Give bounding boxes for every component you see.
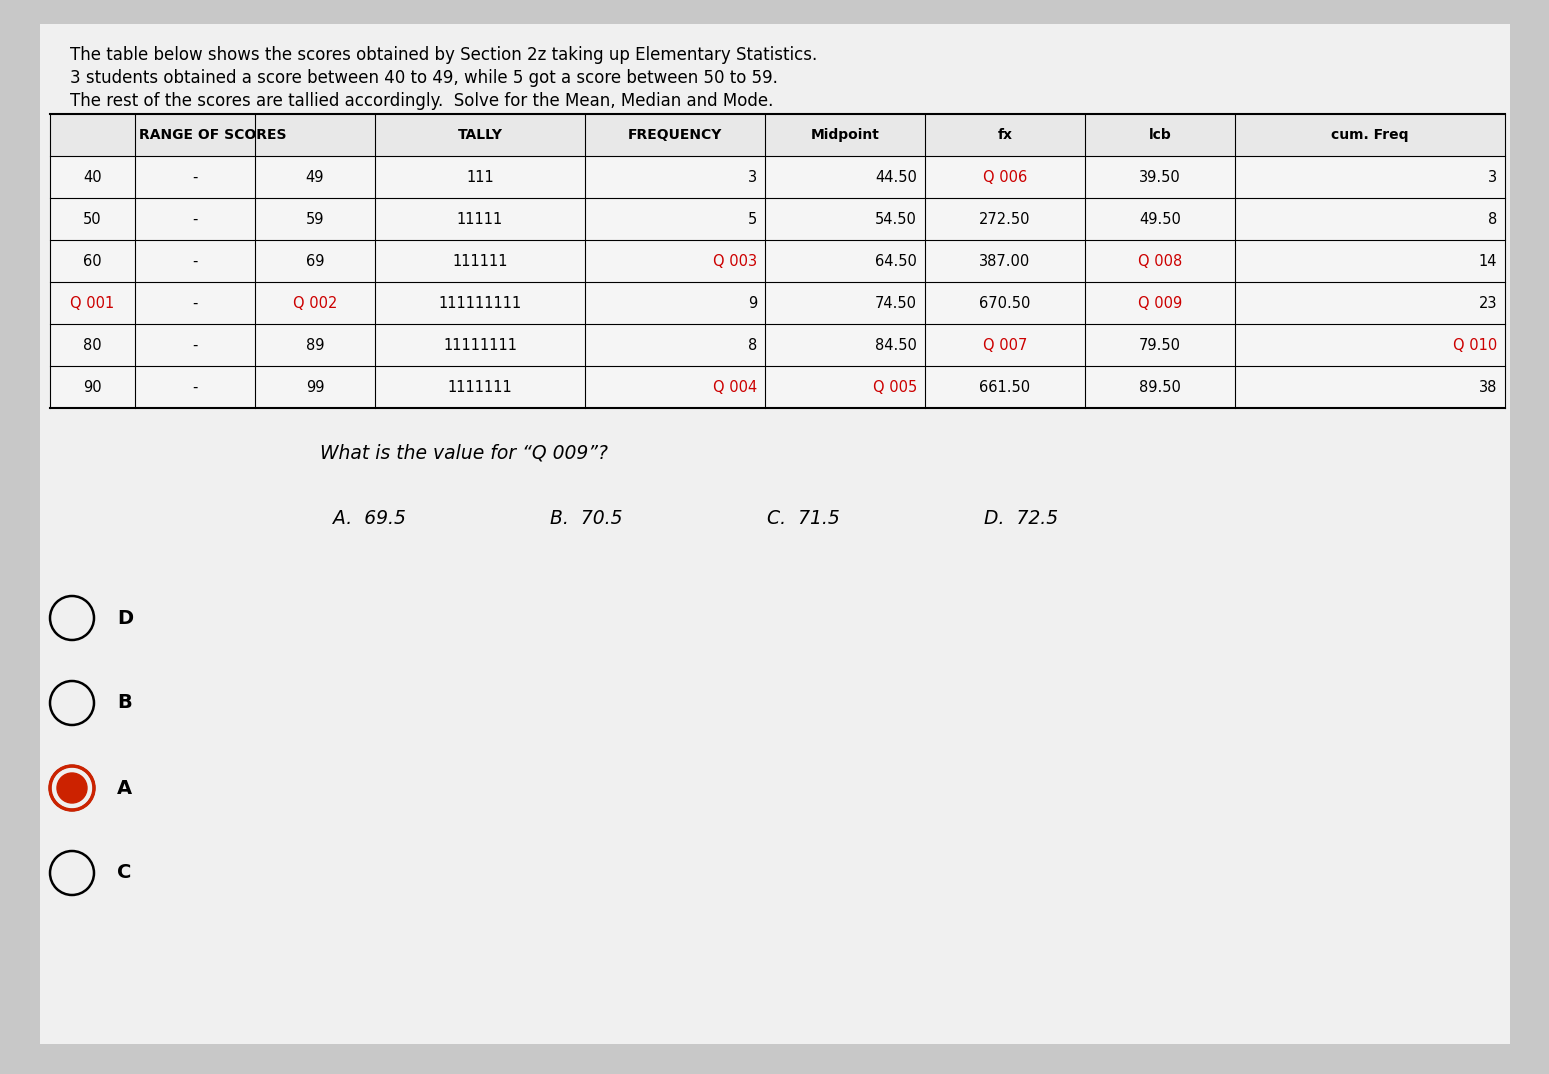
Text: D: D	[118, 609, 133, 627]
Text: lcb: lcb	[1149, 128, 1171, 142]
Text: The table below shows the scores obtained by Section 2z taking up Elementary Sta: The table below shows the scores obtaine…	[70, 46, 818, 64]
Text: -: -	[192, 212, 198, 227]
Text: Midpoint: Midpoint	[810, 128, 880, 142]
Text: B: B	[118, 694, 132, 712]
Bar	[50, 366, 1506, 408]
Text: -: -	[192, 170, 198, 185]
Bar	[50, 240, 1506, 282]
FancyBboxPatch shape	[40, 24, 1510, 1044]
Bar	[50, 324, 1506, 366]
Text: What is the value for “Q 009”?: What is the value for “Q 009”?	[321, 444, 609, 463]
Text: Q 005: Q 005	[872, 379, 917, 394]
Text: 69: 69	[305, 253, 324, 268]
Text: 74.50: 74.50	[875, 295, 917, 310]
Text: 387.00: 387.00	[979, 253, 1030, 268]
Text: Q 003: Q 003	[713, 253, 757, 268]
Bar	[50, 282, 1506, 324]
Text: RANGE OF SCORES: RANGE OF SCORES	[139, 128, 287, 142]
Text: 54.50: 54.50	[875, 212, 917, 227]
Text: 5: 5	[748, 212, 757, 227]
Text: 111: 111	[466, 170, 494, 185]
Text: 23: 23	[1478, 295, 1496, 310]
Text: 49: 49	[305, 170, 324, 185]
Text: 64.50: 64.50	[875, 253, 917, 268]
Text: 90: 90	[84, 379, 102, 394]
Text: 39.50: 39.50	[1139, 170, 1180, 185]
Text: 49.50: 49.50	[1139, 212, 1180, 227]
Text: 80: 80	[84, 337, 102, 352]
Bar	[50, 198, 1506, 240]
Text: -: -	[192, 379, 198, 394]
Text: 99: 99	[305, 379, 324, 394]
Text: A: A	[118, 779, 132, 798]
Text: Q 010: Q 010	[1453, 337, 1496, 352]
Text: C.  71.5: C. 71.5	[767, 508, 840, 527]
Text: The rest of the scores are tallied accordingly.  Solve for the Mean, Median and : The rest of the scores are tallied accor…	[70, 92, 773, 110]
Text: 111111: 111111	[452, 253, 508, 268]
Text: 50: 50	[84, 212, 102, 227]
Text: -: -	[192, 295, 198, 310]
Circle shape	[57, 773, 87, 803]
Text: 40: 40	[84, 170, 102, 185]
Text: 38: 38	[1479, 379, 1496, 394]
Text: 3: 3	[1489, 170, 1496, 185]
Text: 89.50: 89.50	[1139, 379, 1180, 394]
Text: 9: 9	[748, 295, 757, 310]
Text: 1111111: 1111111	[448, 379, 513, 394]
Text: 111111111: 111111111	[438, 295, 522, 310]
Text: 8: 8	[748, 337, 757, 352]
Text: Q 008: Q 008	[1139, 253, 1182, 268]
Text: Q 009: Q 009	[1139, 295, 1182, 310]
Text: Q 004: Q 004	[713, 379, 757, 394]
Text: 84.50: 84.50	[875, 337, 917, 352]
Text: Q 002: Q 002	[293, 295, 338, 310]
Text: 3: 3	[748, 170, 757, 185]
Text: 79.50: 79.50	[1139, 337, 1180, 352]
Text: 661.50: 661.50	[979, 379, 1030, 394]
Text: -: -	[192, 253, 198, 268]
Text: Q 007: Q 007	[982, 337, 1027, 352]
Text: fx: fx	[998, 128, 1013, 142]
Text: TALLY: TALLY	[457, 128, 502, 142]
Text: 3 students obtained a score between 40 to 49, while 5 got a score between 50 to : 3 students obtained a score between 40 t…	[70, 69, 778, 87]
Text: Q 001: Q 001	[70, 295, 115, 310]
Text: 59: 59	[305, 212, 324, 227]
Text: 14: 14	[1478, 253, 1496, 268]
Text: 11111111: 11111111	[443, 337, 517, 352]
Text: 89: 89	[305, 337, 324, 352]
Text: FREQUENCY: FREQUENCY	[627, 128, 722, 142]
Text: 670.50: 670.50	[979, 295, 1030, 310]
Bar	[50, 114, 1506, 156]
Text: 44.50: 44.50	[875, 170, 917, 185]
Text: -: -	[192, 337, 198, 352]
Text: A.  69.5: A. 69.5	[333, 508, 406, 527]
Bar	[50, 156, 1506, 198]
Text: 11111: 11111	[457, 212, 503, 227]
Text: B.  70.5: B. 70.5	[550, 508, 623, 527]
Text: 8: 8	[1487, 212, 1496, 227]
Text: D.  72.5: D. 72.5	[984, 508, 1058, 527]
Text: cum. Freq: cum. Freq	[1331, 128, 1408, 142]
Text: 272.50: 272.50	[979, 212, 1030, 227]
Text: Q 006: Q 006	[984, 170, 1027, 185]
Text: C: C	[118, 863, 132, 883]
Text: 60: 60	[84, 253, 102, 268]
